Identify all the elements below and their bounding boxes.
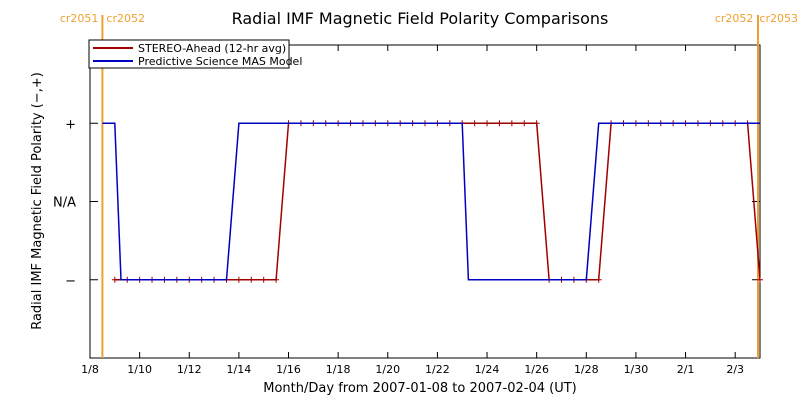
- y-tick-labels: + N/A −: [53, 117, 76, 289]
- series-line-mas-model: [102, 122, 760, 281]
- series-layer: [102, 120, 763, 283]
- x-tick-label: 2/3: [726, 363, 744, 376]
- data-point-marker: [260, 276, 267, 283]
- data-point-marker: [496, 120, 503, 127]
- x-tick-label: 1/8: [81, 363, 99, 376]
- y-axis-label: Radial IMF Magnetic Field Polarity (−,+): [30, 72, 45, 330]
- x-tick-labels: 1/8 1/10 1/12 1/14 1/16 1/18 1/20 1/22 1/24 1/26 1…: [81, 363, 744, 376]
- x-tick-label: 1/16: [276, 363, 301, 376]
- data-point-marker: [248, 276, 255, 283]
- x-tick-label: 2/1: [677, 363, 695, 376]
- carrington-label-left: cr2052: [715, 12, 754, 25]
- x-tick-label: 1/18: [326, 363, 351, 376]
- data-point-marker: [508, 120, 515, 127]
- data-point-marker: [111, 276, 118, 283]
- x-axis-label: Month/Day from 2007-01-08 to 2007-02-04 …: [263, 381, 576, 396]
- x-tick-label: 1/28: [574, 363, 599, 376]
- x-tick-label: 1/24: [475, 363, 500, 376]
- carrington-label-left: cr2051: [60, 12, 99, 25]
- x-tick-label: 1/10: [127, 363, 152, 376]
- carrington-markers: cr2051 cr2052 cr2052 cr2053: [60, 12, 798, 358]
- carrington-label-right: cr2053: [759, 12, 798, 25]
- y-tick-label: +: [65, 117, 76, 132]
- x-tick-label: 1/22: [425, 363, 450, 376]
- legend-label-mas: Predictive Science MAS Model: [138, 55, 302, 68]
- data-point-marker: [595, 276, 602, 283]
- carrington-label-right: cr2052: [106, 12, 145, 25]
- data-point-marker: [757, 276, 763, 283]
- data-point-marker: [273, 276, 280, 283]
- x-tick-label: 1/20: [375, 363, 400, 376]
- x-tick-label: 1/12: [177, 363, 202, 376]
- x-tick-label: 1/26: [524, 363, 549, 376]
- data-point-marker: [484, 120, 491, 127]
- data-point-marker: [533, 120, 540, 127]
- legend-label-stereo: STEREO-Ahead (12-hr avg): [138, 42, 286, 55]
- y-tick-label: −: [65, 274, 76, 289]
- legend-box: [88, 39, 290, 69]
- x-tick-label: 1/30: [624, 363, 649, 376]
- chart-title: Radial IMF Magnetic Field Polarity Compa…: [232, 9, 609, 28]
- x-tick-label: 1/14: [227, 363, 252, 376]
- data-point-marker: [471, 120, 478, 127]
- data-point-marker: [521, 120, 528, 127]
- y-tick-label: N/A: [53, 196, 76, 211]
- legend: STEREO-Ahead (12-hr avg) Predictive Scie…: [88, 39, 302, 69]
- data-point-marker: [235, 276, 242, 283]
